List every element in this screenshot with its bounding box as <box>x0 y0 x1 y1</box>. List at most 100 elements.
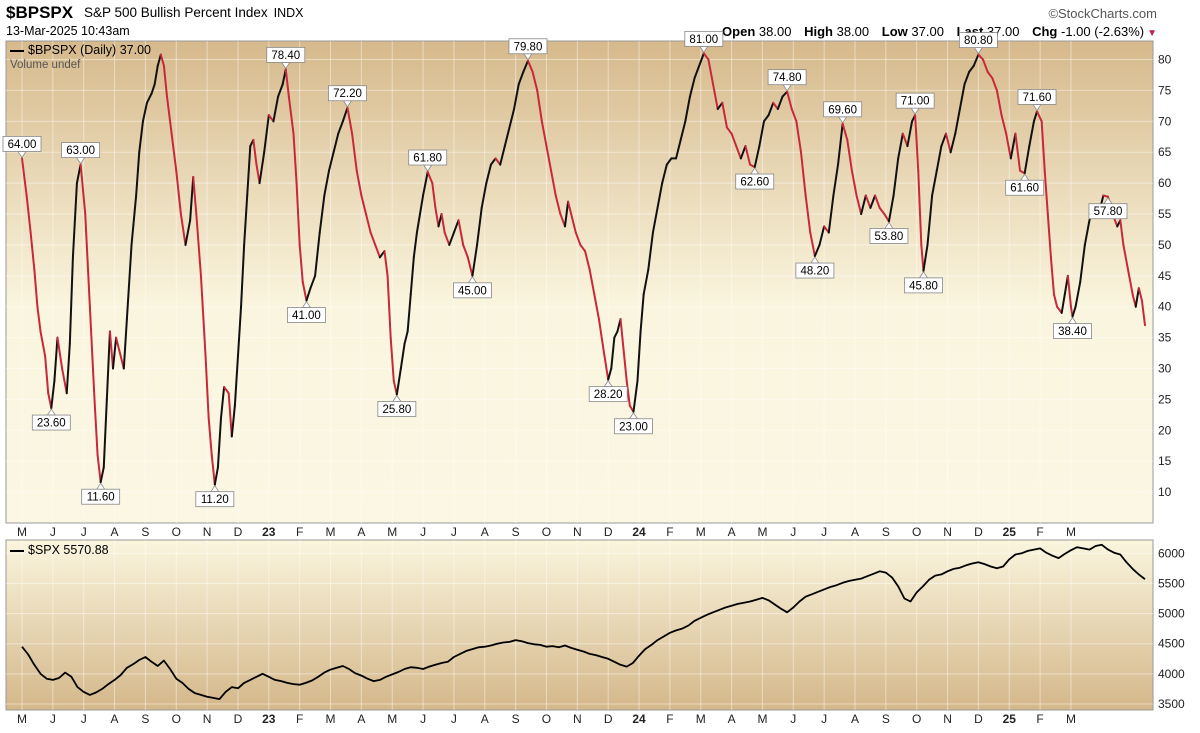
bpspx-segment <box>730 132 738 148</box>
bpspx-segment <box>412 231 418 259</box>
peak-label: 11.20 <box>195 484 235 508</box>
x-tick-label: M <box>326 712 336 726</box>
bpspx-segment <box>418 194 425 216</box>
x-tick-label: A <box>357 525 365 539</box>
x-tick-label: O <box>172 525 181 539</box>
bpspx-segment <box>887 194 895 223</box>
bpspx-segment <box>864 194 872 209</box>
bpspx-segment <box>476 206 483 246</box>
bpspx-segment <box>138 120 144 154</box>
stockcharts-brand[interactable]: ©StockCharts.com <box>1048 6 1157 21</box>
bpspx-segment <box>625 379 631 407</box>
x-tick-label: F <box>666 712 673 726</box>
bpspx-segment <box>246 145 252 197</box>
bpspx-segment <box>1127 268 1134 296</box>
x-tick-label: J <box>50 712 56 726</box>
bpspx-segment <box>597 318 605 351</box>
x-tick-label: F <box>296 525 303 539</box>
bpspx-segment <box>545 145 553 172</box>
x-tick-label: M <box>387 712 397 726</box>
bpspx-segment <box>141 101 148 123</box>
bpspx-segment <box>39 330 47 358</box>
label-box <box>684 30 724 47</box>
bpspx-segment <box>323 169 330 197</box>
bpspx-segment <box>837 122 844 166</box>
ohlc-readout: Open 38.00 High 38.00 Low 37.00 Last 37.… <box>713 24 1157 39</box>
bpspx-segment <box>409 256 415 296</box>
label-text: 25.80 <box>382 404 411 416</box>
bpspx-segment <box>295 182 301 246</box>
bpspx-segment <box>632 379 639 413</box>
bpspx-segment <box>29 231 36 271</box>
bpspx-segment <box>513 83 520 110</box>
y-tick-label: 60 <box>1158 176 1172 190</box>
bpspx-segment <box>1074 281 1082 308</box>
spx-x-axis: M J J A S O N D 23 F M A M J J A S O N D 24 F M A M J J A S O N D 25 F M <box>17 712 1076 726</box>
bpspx-segment <box>184 219 192 246</box>
bpspx-segment <box>50 379 56 410</box>
bpspx-segment <box>767 101 775 117</box>
label-text: 62.60 <box>740 177 769 189</box>
x-tick-label: M <box>17 712 27 726</box>
bpspx-segment <box>399 342 406 370</box>
label-text: 45.00 <box>458 285 487 297</box>
legend-line-icon <box>10 549 24 552</box>
bpspx-segment <box>1137 287 1143 302</box>
x-tick-label: A <box>728 712 736 726</box>
spx-series-line <box>21 543 1146 700</box>
bpspx-segment <box>945 132 952 154</box>
peak-label: 57.80 <box>1088 197 1128 220</box>
label-box <box>195 491 235 508</box>
bpspx-segment <box>584 250 591 271</box>
bpspx-segment <box>679 120 687 141</box>
bpspx-segment <box>517 70 525 86</box>
bpspx-segment <box>958 83 966 110</box>
bpspx-segment <box>84 213 91 308</box>
bpspx-segment <box>122 318 128 370</box>
x-tick-label: S <box>141 525 149 539</box>
bpspx-segment <box>179 213 187 246</box>
label-box <box>31 414 71 431</box>
bpspx-segment <box>309 274 317 290</box>
label-text: 41.00 <box>292 310 321 322</box>
x-tick-label: A <box>851 525 859 539</box>
bpspx-panel <box>5 40 1154 524</box>
down-triangle-icon: ▼ <box>1147 28 1157 39</box>
peak-label: 45.00 <box>453 276 492 299</box>
x-tick-label: D <box>974 712 983 726</box>
bpspx-segment <box>332 132 340 154</box>
peak-label: 45.80 <box>904 271 943 294</box>
y-tick-label: 50 <box>1158 238 1172 252</box>
bpspx-segment <box>846 138 853 172</box>
bpspx-legend: $BPSPX (Daily) 37.00 Volume undef <box>10 43 151 71</box>
x-tick-label: M <box>387 525 397 539</box>
spx-line <box>21 543 1146 700</box>
bpspx-segment <box>786 90 793 110</box>
bpspx-segment <box>298 243 304 283</box>
bpspx-segment <box>79 163 87 216</box>
bpspx-segment <box>827 194 835 234</box>
spx-legend-text: $SPX 5570.88 <box>28 543 109 557</box>
peak-label: 80.80 <box>959 32 998 55</box>
bpspx-segment <box>935 145 943 172</box>
bpspx-segment <box>233 355 239 407</box>
bpspx-segment <box>374 243 381 259</box>
bpspx-segment <box>725 126 733 135</box>
bpspx-segment <box>917 169 923 246</box>
bpspx-segment <box>236 305 243 358</box>
bpspx-segment <box>982 58 989 73</box>
bpspx-segment <box>130 194 138 246</box>
x-tick-label: O <box>912 525 921 539</box>
y-tick-label: 5000 <box>1158 607 1185 621</box>
bpspx-segment <box>758 120 765 148</box>
peak-label: 79.80 <box>508 38 548 61</box>
bpspx-segment <box>272 95 280 123</box>
y-tick-label: 15 <box>1158 454 1172 468</box>
bpspx-segment <box>931 169 938 197</box>
bpspx-segment <box>263 114 270 154</box>
high-label: High <box>804 24 833 39</box>
bpspx-segment <box>314 231 321 277</box>
y-tick-label: 4000 <box>1158 667 1185 681</box>
bpspx-segment <box>277 83 284 98</box>
bpspx-segment <box>855 194 863 216</box>
